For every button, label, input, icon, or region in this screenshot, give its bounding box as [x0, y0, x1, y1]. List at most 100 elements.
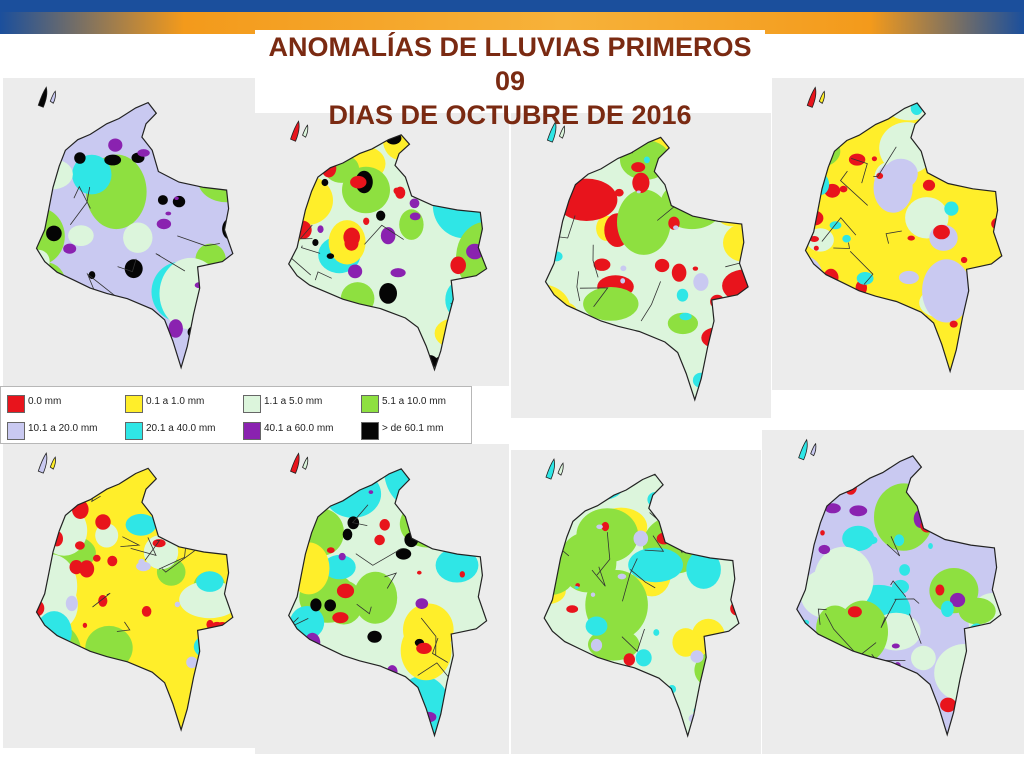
rain-zone	[546, 717, 561, 735]
rain-zone	[37, 297, 42, 301]
rain-zone	[673, 225, 679, 230]
rain-zone	[833, 664, 848, 674]
legend-label: 1.1 a 5.0 mm	[264, 396, 323, 407]
rain-zone	[116, 353, 122, 359]
department-boundary	[299, 224, 313, 240]
rain-zone	[227, 121, 233, 127]
rain-zone	[731, 661, 739, 673]
rain-zone	[36, 158, 73, 190]
rain-zone	[809, 236, 819, 242]
rain-zone	[802, 475, 817, 493]
title-line-2: DIAS DE OCTUBRE DE 2016	[328, 100, 692, 130]
map-fill	[36, 102, 233, 368]
rain-zone	[849, 505, 868, 517]
rain-zone	[447, 154, 475, 188]
rain-zone	[164, 146, 188, 175]
legend-swatch	[361, 395, 379, 413]
rain-zone	[100, 695, 107, 703]
rain-zone	[288, 293, 298, 305]
country-border	[35, 467, 234, 732]
rain-zone	[686, 550, 721, 589]
rain-zone	[856, 272, 874, 285]
rain-zone	[175, 504, 193, 519]
rain-zone	[651, 718, 669, 731]
department-boundary	[817, 608, 827, 625]
rain-zone	[887, 601, 898, 610]
legend-label: 0.0 mm	[28, 396, 62, 407]
rain-zone	[225, 468, 233, 483]
rain-zone	[628, 547, 683, 583]
rain-zone	[967, 535, 978, 543]
map-fill	[288, 134, 487, 370]
country-border	[544, 136, 749, 402]
rain-zone	[192, 468, 233, 502]
rain-zone	[93, 554, 101, 562]
department-boundary	[621, 628, 645, 653]
rain-zone	[374, 534, 385, 546]
rain-zone	[864, 455, 878, 464]
rain-zone	[654, 258, 670, 273]
rain-zone	[288, 208, 305, 247]
rain-zone	[165, 211, 172, 216]
rain-zone	[644, 376, 672, 400]
rain-zone	[174, 601, 181, 608]
rain-zone	[890, 695, 912, 719]
rain-zone	[368, 366, 375, 370]
rain-zone	[316, 494, 325, 502]
department-boundary	[4, 502, 35, 531]
rain-zone	[201, 358, 213, 368]
map-panel-day-7	[511, 450, 761, 754]
rain-zone	[566, 605, 579, 613]
map-panel-day-4	[772, 78, 1024, 390]
rain-zone	[842, 525, 875, 551]
rain-zone	[321, 178, 329, 187]
rain-zone	[966, 301, 979, 316]
legend-label: 10.1 a 20.0 mm	[28, 423, 98, 434]
rain-zone	[892, 579, 909, 594]
department-boundary	[646, 386, 668, 400]
department-boundary	[622, 558, 638, 602]
rain-zone	[796, 567, 802, 593]
rain-zone	[323, 554, 356, 580]
slide-title: ANOMALÍAS DE LLUVIAS PRIMEROS 09 DIAS DE…	[255, 30, 765, 130]
department-boundary	[682, 183, 705, 204]
department-boundary	[151, 353, 173, 368]
rain-zone	[898, 270, 919, 285]
rain-zone	[583, 287, 639, 321]
rain-zone	[643, 156, 650, 164]
providencia-island	[49, 90, 56, 104]
rain-zone	[544, 537, 561, 557]
san-andres-island	[798, 438, 808, 461]
department-boundary	[885, 230, 902, 244]
rain-zone	[340, 282, 375, 316]
department-boundary	[116, 621, 131, 632]
rain-zone	[36, 611, 72, 654]
department-boundary	[837, 347, 867, 372]
map-svg-day-8	[796, 438, 1002, 737]
rain-zone	[720, 692, 728, 697]
rain-zone	[802, 544, 811, 556]
legend-item: 40.1 a 60.0 mm	[237, 417, 355, 443]
rain-zone	[476, 134, 483, 138]
rain-zone	[805, 103, 843, 165]
department-boundary	[451, 151, 485, 182]
department-boundary	[487, 359, 501, 372]
rain-zone	[191, 484, 199, 494]
department-boundary	[294, 629, 308, 678]
rain-zone	[414, 510, 421, 518]
rain-zone	[348, 264, 363, 279]
rain-zone	[332, 612, 349, 624]
rain-zone	[353, 571, 398, 624]
rain-zone	[71, 120, 84, 128]
department-boundary	[36, 266, 48, 281]
rain-zone	[847, 606, 862, 618]
department-boundary	[130, 537, 157, 557]
rain-zone	[288, 542, 330, 595]
rain-zone	[435, 548, 479, 583]
rain-zone	[36, 600, 45, 617]
rain-zone	[583, 474, 624, 500]
rain-zone	[75, 541, 85, 550]
department-boundary	[296, 673, 326, 699]
rain-zone	[290, 308, 330, 347]
rain-zone	[288, 683, 309, 720]
